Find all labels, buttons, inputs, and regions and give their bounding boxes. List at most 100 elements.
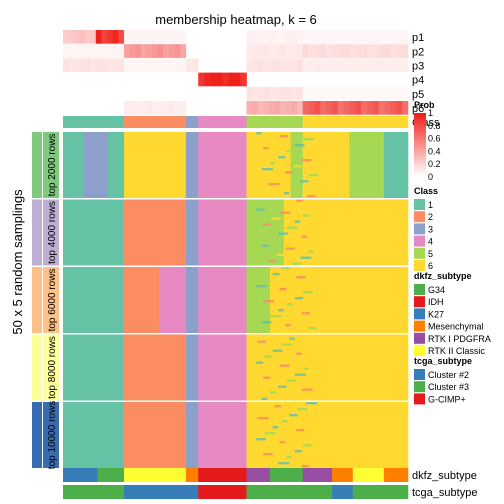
prob-cell <box>101 58 108 73</box>
prob-cell <box>314 58 321 73</box>
prob-cell <box>135 101 142 115</box>
prob-cell <box>152 44 159 58</box>
prob-gradient-step <box>414 133 426 136</box>
prob-gradient-step <box>414 135 426 138</box>
prob-cell <box>157 30 164 44</box>
prob-cell <box>168 44 175 58</box>
prob-cell <box>285 86 292 101</box>
prob-gradient-step <box>414 143 426 146</box>
prob-cell <box>74 44 80 58</box>
row-group-cell <box>43 334 59 401</box>
prob-cell <box>107 58 114 73</box>
dkfz-cell <box>198 468 247 482</box>
dkfz-cell <box>302 468 333 482</box>
prob-cell <box>378 101 385 115</box>
prob-cell <box>349 30 356 44</box>
prob-cell <box>280 58 287 73</box>
prob-cell <box>246 58 253 73</box>
row-group-cell <box>43 199 59 266</box>
prob-cell <box>326 30 333 44</box>
prob-gradient-step <box>414 145 426 148</box>
prob-cell <box>118 44 125 58</box>
prob-cell <box>337 58 344 73</box>
matrix-streak <box>264 279 270 282</box>
matrix-streak <box>276 330 288 333</box>
prob-cell <box>157 101 164 115</box>
prob-cell <box>68 30 75 44</box>
dkfz-cell <box>63 468 98 482</box>
matrix-streak <box>278 385 287 388</box>
matrix-block <box>198 334 247 401</box>
matrix-block <box>246 334 409 401</box>
matrix-streak <box>297 408 308 411</box>
prob-cell <box>79 58 86 73</box>
prob-cell <box>96 58 103 73</box>
prob-cell <box>302 58 309 73</box>
matrix-streak <box>293 318 301 321</box>
prob-cell <box>367 86 374 101</box>
dkfz-legend-label: K27 <box>428 309 444 319</box>
prob-cell <box>291 101 298 115</box>
prob-legend-tick: 0.4 <box>428 146 441 156</box>
prob-cell <box>355 86 362 101</box>
prob-cell <box>361 86 368 101</box>
prob-cell <box>302 101 309 115</box>
prob-cell <box>332 58 339 73</box>
prob-gradient-step <box>414 167 426 170</box>
prob-cell <box>302 30 309 44</box>
dkfz-cell <box>383 468 409 482</box>
prob-cell <box>320 101 327 115</box>
prob-cell <box>402 86 409 101</box>
matrix-streak <box>270 238 279 241</box>
prob-cell <box>135 44 142 58</box>
matrix-streak <box>279 288 287 291</box>
prob-cell <box>337 101 344 115</box>
matrix-streak <box>256 361 264 364</box>
prob-cell <box>361 101 368 115</box>
prob-cell <box>291 58 298 73</box>
prob-cell <box>74 58 80 73</box>
matrix-block <box>63 334 125 401</box>
prob-cell <box>263 86 270 101</box>
matrix-streak <box>310 306 320 309</box>
prob-cell <box>180 30 187 44</box>
row-group-bar <box>32 199 42 266</box>
prob-row-label: p5 <box>412 89 424 101</box>
matrix-streak <box>285 171 293 174</box>
prob-cell <box>222 72 229 87</box>
matrix-streak <box>292 262 302 265</box>
matrix-block <box>198 402 247 468</box>
row-group-bar <box>32 267 42 333</box>
matrix-streak <box>263 300 275 303</box>
matrix-block <box>270 267 409 333</box>
prob-cell <box>274 30 281 44</box>
row-group-cell <box>43 402 59 468</box>
matrix-block <box>185 334 199 401</box>
matrix-block <box>302 132 350 198</box>
prob-legend-title: Prob <box>414 100 435 110</box>
tcga-legend-label: Cluster #2 <box>428 370 469 380</box>
matrix-streak <box>303 444 312 447</box>
matrix-streak <box>279 441 286 444</box>
prob-cell <box>135 30 142 44</box>
matrix-streak <box>310 153 322 156</box>
prob-gradient-step <box>414 165 426 168</box>
prob-cell <box>390 86 397 101</box>
matrix-streak <box>286 379 297 382</box>
prob-gradient-step <box>414 159 426 162</box>
prob-cell <box>129 101 136 115</box>
prob-gradient-step <box>414 119 426 122</box>
prob-cell <box>332 44 339 58</box>
prob-cell <box>96 44 103 58</box>
class-cell-1 <box>63 116 125 128</box>
prob-cell <box>257 58 264 73</box>
matrix-streak <box>256 285 268 288</box>
class-cell-5 <box>246 116 304 128</box>
prob-cell <box>280 44 287 58</box>
class-legend-swatch <box>414 235 425 247</box>
prob-cell <box>390 58 397 73</box>
prob-cell <box>252 30 259 44</box>
prob-cell <box>320 30 327 44</box>
matrix-streak <box>276 253 286 256</box>
prob-cell <box>210 72 217 87</box>
